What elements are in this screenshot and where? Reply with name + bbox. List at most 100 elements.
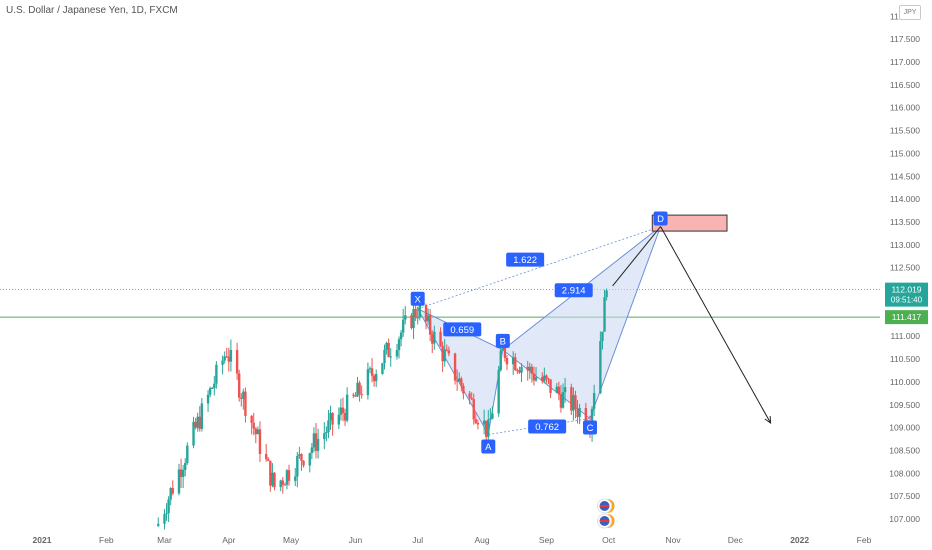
jp-flag-event-icon-stripe — [600, 520, 610, 522]
candle — [331, 413, 334, 425]
time-tick-label: May — [283, 535, 300, 545]
candle — [518, 370, 521, 373]
candle — [215, 364, 218, 384]
candle — [352, 394, 355, 396]
candle — [250, 415, 253, 423]
time-tick-label: Dec — [728, 535, 744, 545]
candle — [171, 488, 174, 494]
candle — [192, 421, 195, 446]
pattern-point-d: D — [657, 214, 664, 225]
candle — [474, 419, 478, 423]
candle — [424, 305, 428, 322]
candle — [237, 373, 241, 398]
candle — [505, 357, 509, 365]
pattern-point-x-bg[interactable] — [410, 291, 425, 306]
price-tick-label: 112.500 — [890, 263, 920, 273]
candle — [323, 433, 326, 440]
ratio-label-4-bg[interactable] — [554, 283, 593, 298]
ratio-label-2-bg[interactable] — [528, 419, 567, 434]
price-tick-label: 113.500 — [890, 217, 920, 227]
candle — [603, 297, 606, 332]
us-flag-event-icon-stripe — [600, 505, 610, 507]
time-tick-label: Sep — [539, 535, 554, 545]
candle — [526, 366, 529, 371]
candle — [520, 366, 523, 373]
currency-badge[interactable]: JPY — [899, 5, 921, 20]
candle — [389, 356, 392, 358]
candle — [372, 375, 376, 382]
time-tick-label: Feb — [857, 535, 872, 545]
price-tick-label: 115.500 — [890, 126, 920, 136]
candle — [339, 407, 343, 415]
candle — [283, 484, 287, 486]
pattern-point-d-bg[interactable] — [653, 211, 668, 226]
candle — [345, 394, 349, 421]
candle — [358, 382, 361, 395]
candle — [167, 499, 170, 514]
price-tick-label: 117.500 — [890, 34, 920, 44]
price-tick-label: 110.000 — [890, 377, 920, 387]
time-tick-label: Mar — [157, 535, 172, 545]
chart-title: U.S. Dollar / Japanese Yen, 1D, FXCM — [6, 5, 178, 16]
pattern-diagonal-ac — [488, 418, 591, 435]
trend-line[interactable] — [612, 226, 661, 287]
candle — [223, 356, 226, 361]
last-price-badge[interactable] — [885, 282, 928, 307]
candle — [383, 349, 386, 364]
candle — [242, 391, 245, 399]
price-tick-label: 116.000 — [890, 103, 920, 113]
pattern-point-a-bg[interactable] — [481, 439, 496, 454]
candle — [381, 363, 384, 375]
candle — [308, 453, 311, 466]
pattern-point-c-bg[interactable] — [583, 420, 597, 435]
candle — [360, 394, 363, 396]
projection-arrow-line[interactable] — [660, 226, 772, 424]
candle — [561, 392, 565, 408]
ratio-label-4: 2.914 — [562, 286, 586, 297]
ratio-label-3-bg[interactable] — [506, 252, 545, 267]
target-zone-box[interactable] — [651, 214, 728, 232]
time-tick-label: Nov — [665, 535, 681, 545]
candle — [314, 433, 318, 451]
candle — [458, 378, 461, 382]
candle — [163, 514, 166, 524]
candle — [298, 454, 301, 456]
candle — [225, 356, 228, 358]
candle — [559, 394, 563, 408]
pattern-point-b-bg[interactable] — [495, 333, 510, 348]
candle — [387, 342, 390, 358]
price-tick-label: 113.000 — [890, 240, 920, 250]
candle — [532, 373, 536, 381]
pattern-point-b: B — [500, 336, 506, 347]
candle — [157, 523, 160, 526]
ratio-label-1-bg[interactable] — [443, 322, 482, 337]
candle — [399, 332, 403, 340]
candle — [592, 393, 596, 409]
candle — [470, 397, 473, 400]
candle — [254, 428, 258, 435]
candle — [316, 439, 320, 451]
candle — [206, 394, 210, 404]
candle — [213, 383, 216, 388]
candle — [368, 368, 372, 370]
price-tick-label: 115.000 — [890, 148, 920, 158]
candle — [269, 460, 272, 486]
candle — [329, 413, 332, 421]
candle — [271, 472, 274, 486]
candle — [343, 413, 347, 421]
candle — [186, 445, 189, 463]
support-price-badge[interactable] — [885, 310, 928, 325]
pattern-point-a: A — [485, 442, 492, 453]
candle — [514, 357, 517, 371]
candle — [584, 408, 588, 426]
candle — [462, 385, 465, 394]
price-tick-label: 111.000 — [891, 331, 921, 341]
ratio-label-2: 0.762 — [535, 422, 559, 433]
candle — [416, 317, 419, 319]
candle — [169, 488, 172, 500]
candle — [599, 341, 602, 394]
pattern-diagonal-xd — [417, 226, 661, 310]
candle — [356, 382, 359, 397]
candle — [285, 470, 289, 485]
